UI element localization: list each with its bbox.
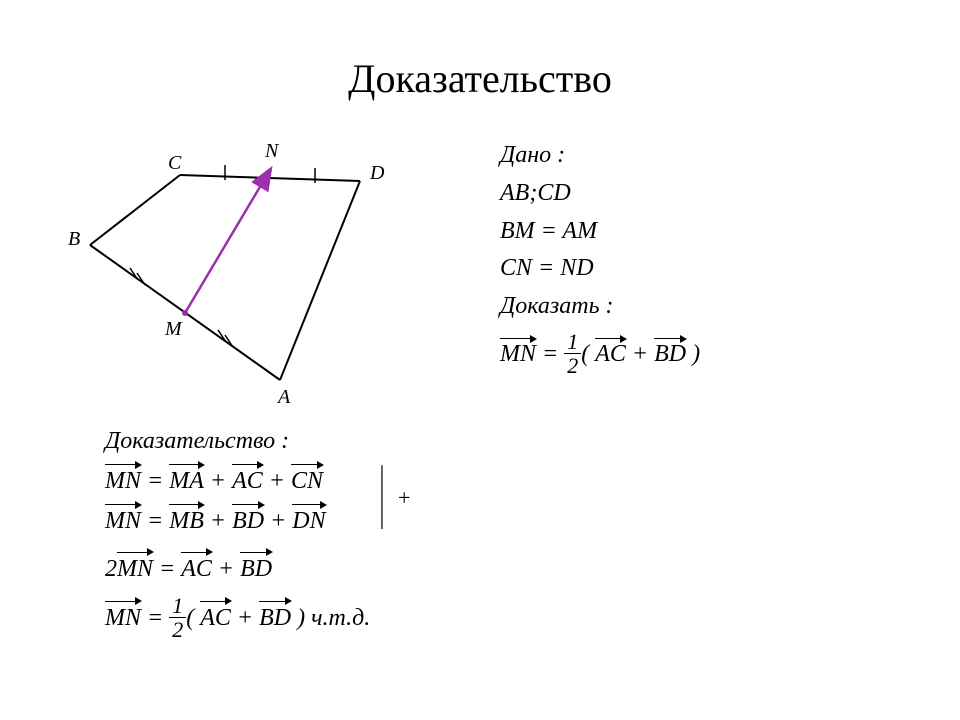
given-nd: ND	[560, 255, 593, 281]
plus: +	[626, 341, 654, 367]
qed: ч.т.д.	[311, 605, 370, 631]
eq: =	[532, 255, 560, 281]
plus: +	[263, 468, 291, 494]
close-paren: )	[686, 341, 700, 367]
t: MN	[105, 468, 141, 494]
vec-dn: DN	[292, 503, 325, 540]
fraction-half: 12	[564, 330, 581, 377]
t: MN	[105, 508, 141, 534]
vec-bd: BD	[240, 551, 272, 588]
vec-mn: MN	[117, 551, 153, 588]
given-bm: BM	[500, 218, 535, 244]
proof-line2: MN = MB + BD + DN	[105, 503, 370, 540]
vec-ac: AC	[232, 463, 263, 500]
vec-bd: BD	[654, 337, 686, 372]
t: BD	[259, 605, 291, 631]
bd-text: BD	[654, 341, 686, 367]
plus: +	[204, 508, 232, 534]
vec-bd: BD	[259, 600, 291, 637]
given-line3: CN = ND	[500, 251, 700, 286]
svg-text:M: M	[164, 318, 183, 340]
given-line2: BM = AM	[500, 214, 700, 249]
vec-ac: AC	[200, 600, 231, 637]
proof-block: Доказательство : MN = MA + AC + CN MN = …	[105, 420, 370, 646]
svg-text:N: N	[264, 140, 280, 162]
prove-line: MN = 12( AC + BD )	[500, 332, 700, 379]
eq: =	[535, 218, 563, 244]
given-block: Дано : AB;CD BM = AM CN = ND Доказать : …	[500, 135, 700, 382]
t: CN	[291, 468, 323, 494]
vec-mn: MN	[500, 337, 536, 372]
eq: =	[141, 468, 169, 494]
plus: +	[212, 556, 240, 582]
t: MN	[117, 556, 153, 582]
svg-text:B: B	[68, 228, 80, 250]
plus: +	[204, 468, 232, 494]
page: Доказательство BCNDAM Дано : AB;CD BM = …	[0, 0, 960, 720]
eq: =	[153, 556, 181, 582]
proof-line1: MN = MA + AC + CN	[105, 463, 370, 500]
page-title: Доказательство	[0, 55, 960, 102]
fraction-half: 12	[169, 594, 186, 641]
plus: +	[231, 605, 259, 631]
vec-cn: CN	[291, 463, 323, 500]
given-header: Дано :	[500, 138, 700, 173]
brace-plus: +	[398, 485, 410, 511]
frac-den: 2	[169, 618, 186, 641]
vec-ac: AC	[181, 551, 212, 588]
vec-mn: MN	[105, 503, 141, 540]
eq: =	[141, 605, 169, 631]
t: AC	[181, 556, 212, 582]
svg-text:A: A	[276, 386, 291, 408]
vec-mb: MB	[169, 503, 204, 540]
given-ab: AB	[500, 180, 529, 206]
proof-line3: 2MN = AC + BD	[105, 551, 370, 588]
t: MB	[169, 508, 204, 534]
t: DN	[292, 508, 325, 534]
t: BD	[240, 556, 272, 582]
given-line1: AB;CD	[500, 176, 700, 211]
given-am: AM	[562, 218, 597, 244]
open-paren: (	[186, 605, 200, 631]
t: AC	[200, 605, 231, 631]
t: AC	[232, 468, 263, 494]
frac-den: 2	[564, 354, 581, 377]
two: 2	[105, 556, 117, 582]
prove-header: Доказать :	[500, 289, 700, 324]
t: BD	[232, 508, 264, 534]
svg-text:C: C	[168, 152, 182, 174]
frac-num: 1	[564, 330, 581, 354]
svg-text:D: D	[369, 162, 385, 184]
mn-text: MN	[500, 341, 536, 367]
given-cd: CD	[537, 180, 570, 206]
close-paren: )	[291, 605, 311, 631]
given-cn: CN	[500, 255, 532, 281]
open-paren: (	[581, 341, 595, 367]
eq: =	[536, 341, 564, 367]
brace-icon: |	[380, 457, 385, 527]
vec-mn: MN	[105, 463, 141, 500]
proof-header: Доказательство :	[105, 423, 370, 460]
geometry-diagram: BCNDAM	[60, 145, 420, 405]
t: MN	[105, 605, 141, 631]
vec-bd: BD	[232, 503, 264, 540]
t: MA	[169, 468, 204, 494]
frac-num: 1	[169, 594, 186, 618]
vec-ac: AC	[595, 337, 626, 372]
vec-mn: MN	[105, 600, 141, 637]
ac-text: AC	[595, 341, 626, 367]
vec-ma: MA	[169, 463, 204, 500]
proof-line4: MN = 12( AC + BD ) ч.т.д.	[105, 596, 370, 643]
plus: +	[264, 508, 292, 534]
eq: =	[141, 508, 169, 534]
